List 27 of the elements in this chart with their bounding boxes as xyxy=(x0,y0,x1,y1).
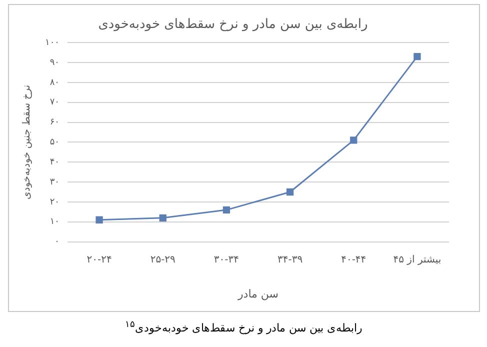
y-tick-label: ۵۰ xyxy=(50,138,60,148)
point xyxy=(222,206,230,214)
text: رابطه‌ی بین سن مادر و نرخ سقط‌های خودبه‌خودی$^{۱۵}$ xyxy=(124,318,364,335)
y-axis-title: نرخ سقط جنین خودبه‌خودی xyxy=(22,84,33,200)
y-tick-label: ۸۰ xyxy=(50,78,60,88)
point xyxy=(414,52,421,60)
point xyxy=(286,188,294,196)
y-tick-label: ۳۰ xyxy=(50,177,60,188)
chart-title: رابطه‌ی بین سن مادر و نرخ سقط‌های خودبه‌خودی xyxy=(98,17,368,32)
x-tick-label: ۲۰-۲۴ xyxy=(86,254,112,266)
x-tick-label: ۴۰-۴۴ xyxy=(341,254,366,266)
y-tick-label: ۱۰ xyxy=(50,217,60,228)
y-tick-label: ۴۰ xyxy=(50,157,60,168)
point xyxy=(96,216,103,224)
y-tick-label: ۲۰ xyxy=(50,197,60,208)
y-tick-label: ۹۰ xyxy=(50,58,60,68)
y-tick-label: ۷۰ xyxy=(50,98,60,108)
point xyxy=(350,136,358,144)
x-tick-label: ۳۴-۳۹ xyxy=(277,254,303,266)
x-tick-label: ۲۵-۲۹ xyxy=(150,254,176,266)
y-tick-label: ۰ xyxy=(54,237,60,248)
y-tick-label: ۶۰ xyxy=(50,118,60,128)
point xyxy=(159,214,166,222)
y-tick-label: ۱۰۰ xyxy=(44,38,60,48)
x-tick-label: ۳۰-۳۴ xyxy=(214,254,240,266)
x-axis-title: سن مادر xyxy=(236,287,279,300)
x-tick-label: بیشتر از ۴۵ xyxy=(393,254,442,266)
